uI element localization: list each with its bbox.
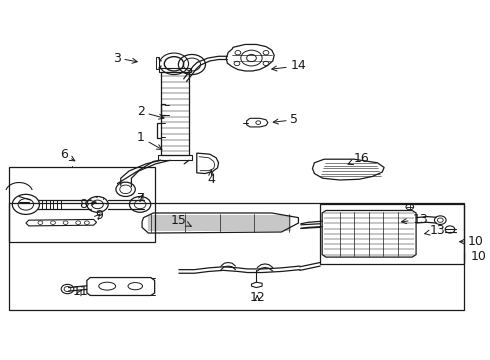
Text: 13: 13 — [425, 224, 445, 238]
Text: 7: 7 — [137, 192, 145, 205]
Text: 2: 2 — [137, 105, 164, 119]
Text: 13: 13 — [401, 213, 428, 226]
Text: 14: 14 — [272, 59, 306, 72]
Text: 1: 1 — [137, 131, 162, 149]
Text: 4: 4 — [207, 170, 215, 186]
Text: 11: 11 — [73, 285, 88, 298]
Bar — [9, 167, 155, 242]
Text: 10: 10 — [465, 249, 486, 262]
Text: 16: 16 — [348, 152, 370, 165]
Text: 5: 5 — [273, 113, 298, 126]
Text: 15: 15 — [171, 214, 191, 227]
Text: 8: 8 — [79, 198, 96, 211]
Text: 6: 6 — [60, 148, 75, 161]
Bar — [320, 204, 465, 264]
Text: 3: 3 — [113, 51, 137, 64]
Text: 10: 10 — [460, 235, 483, 248]
Bar — [9, 203, 465, 310]
Text: 9: 9 — [95, 209, 103, 222]
Text: 12: 12 — [249, 291, 265, 304]
